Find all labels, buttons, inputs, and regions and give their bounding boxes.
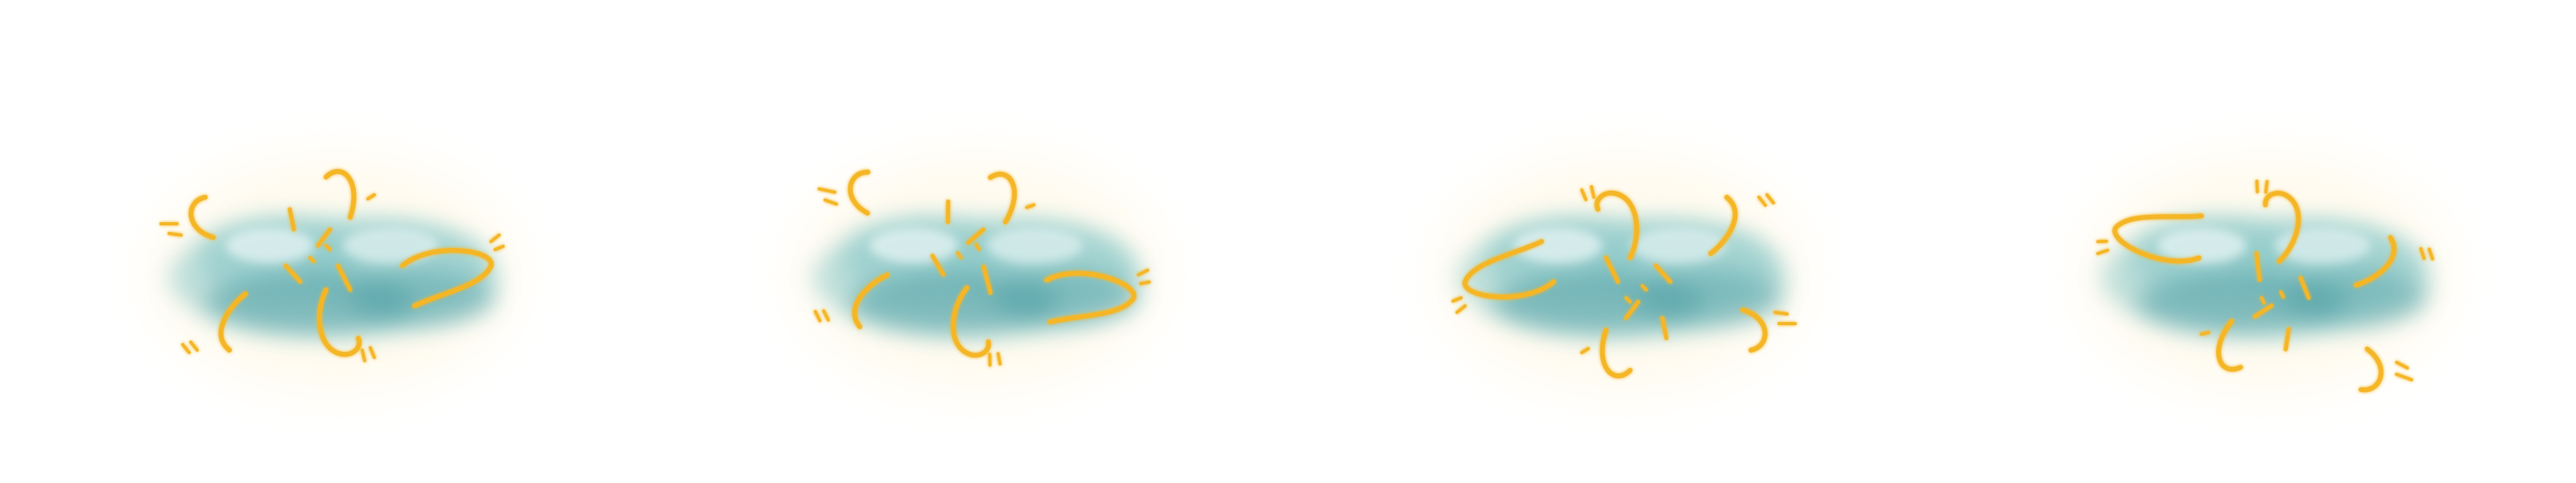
spark-stroke [988, 171, 1018, 225]
spark-tick [2395, 372, 2413, 382]
spark-tick [2279, 290, 2285, 299]
spark-stroke [2252, 303, 2274, 319]
spark-tick [1455, 304, 1467, 314]
spark-stroke [400, 248, 494, 308]
electric-sparks [159, 169, 505, 362]
spark-stroke [1462, 239, 1556, 299]
spark-tick [324, 244, 332, 251]
spark-tick [988, 353, 992, 367]
spark-tick [956, 251, 963, 260]
cloud-body [813, 217, 1143, 338]
sprite-frame-2 [793, 153, 1163, 394]
spark-stroke [1044, 270, 1137, 324]
spark-stroke [966, 227, 986, 246]
spark-stroke [316, 227, 332, 248]
spark-tick [308, 256, 316, 263]
spark-stroke [316, 287, 362, 357]
spark-tick [189, 341, 199, 352]
spark-tick [2260, 295, 2266, 305]
spark-stroke [336, 263, 353, 292]
spark-tick [1580, 347, 1590, 354]
spark-tick [361, 349, 366, 362]
spark-tick [2427, 247, 2434, 261]
spark-tick [2255, 180, 2260, 194]
sprite-frame-3 [1437, 153, 1807, 394]
spark-tick [1590, 185, 1596, 199]
spark-stroke [1740, 308, 1768, 353]
spark-tick [493, 245, 505, 251]
spark-stroke [2358, 346, 2384, 393]
spark-tick [2264, 180, 2269, 194]
spark-stroke [2254, 250, 2262, 283]
spark-tick [2095, 248, 2110, 255]
spark-tick [823, 198, 839, 206]
spark-stroke [2216, 318, 2244, 372]
spark-stroke [1600, 328, 1633, 378]
spark-tick [1451, 296, 1463, 303]
spark-tick [2199, 331, 2211, 336]
spark-stroke [946, 199, 951, 225]
spark-tick [974, 242, 981, 251]
spark-stroke [1708, 195, 1738, 256]
sprite-frame-1 [149, 153, 519, 394]
spark-tick [366, 193, 376, 200]
spark-tick [822, 309, 830, 322]
spark-stroke [2283, 327, 2291, 352]
spark-tick [1138, 280, 1151, 286]
spark-stroke [2353, 235, 2396, 288]
spark-stroke [1660, 316, 1669, 341]
spark-tick [817, 187, 837, 194]
spark-stroke [283, 263, 303, 284]
spark-stroke [1624, 299, 1641, 320]
spark-stroke [324, 169, 357, 220]
spark-stroke [1594, 190, 1640, 260]
spark-tick [2395, 361, 2409, 370]
spark-tick [1137, 268, 1150, 277]
cloud-body [2101, 217, 2431, 338]
spark-stroke [2263, 190, 2301, 264]
spark-tick [369, 346, 376, 359]
spark-stroke [848, 169, 871, 216]
sprite-frame-4 [2081, 153, 2451, 394]
spark-tick [489, 233, 501, 243]
spark-stroke [287, 207, 296, 232]
spark-stroke [2298, 275, 2311, 300]
spark-stroke [951, 285, 992, 358]
spark-tick [1757, 196, 1767, 207]
spark-stroke [218, 291, 248, 353]
cloud-body [169, 217, 499, 338]
spark-tick [1765, 193, 1775, 204]
electric-sparks [2095, 180, 2434, 393]
cloud-body [1457, 217, 1787, 338]
electric-sparks [813, 169, 1151, 367]
spark-tick [181, 343, 191, 354]
spark-stroke [1604, 255, 1620, 284]
spark-tick [1641, 284, 1648, 291]
spark-tick [1025, 203, 1036, 209]
electric-sparks [1451, 185, 1797, 378]
spark-stroke [188, 195, 216, 240]
spark-tick [1773, 311, 1789, 316]
spark-tick [2419, 246, 2426, 261]
spark-tick [813, 309, 822, 323]
spark-stroke [2112, 213, 2204, 264]
spark-stroke [852, 272, 890, 329]
spark-tick [1624, 296, 1632, 303]
spark-tick [167, 232, 183, 237]
spark-tick [2096, 239, 2108, 244]
spark-stroke [1653, 263, 1673, 284]
spark-stroke [930, 254, 946, 277]
spark-tick [996, 352, 1002, 366]
spark-tick [1580, 188, 1587, 201]
spark-stroke [981, 264, 993, 295]
